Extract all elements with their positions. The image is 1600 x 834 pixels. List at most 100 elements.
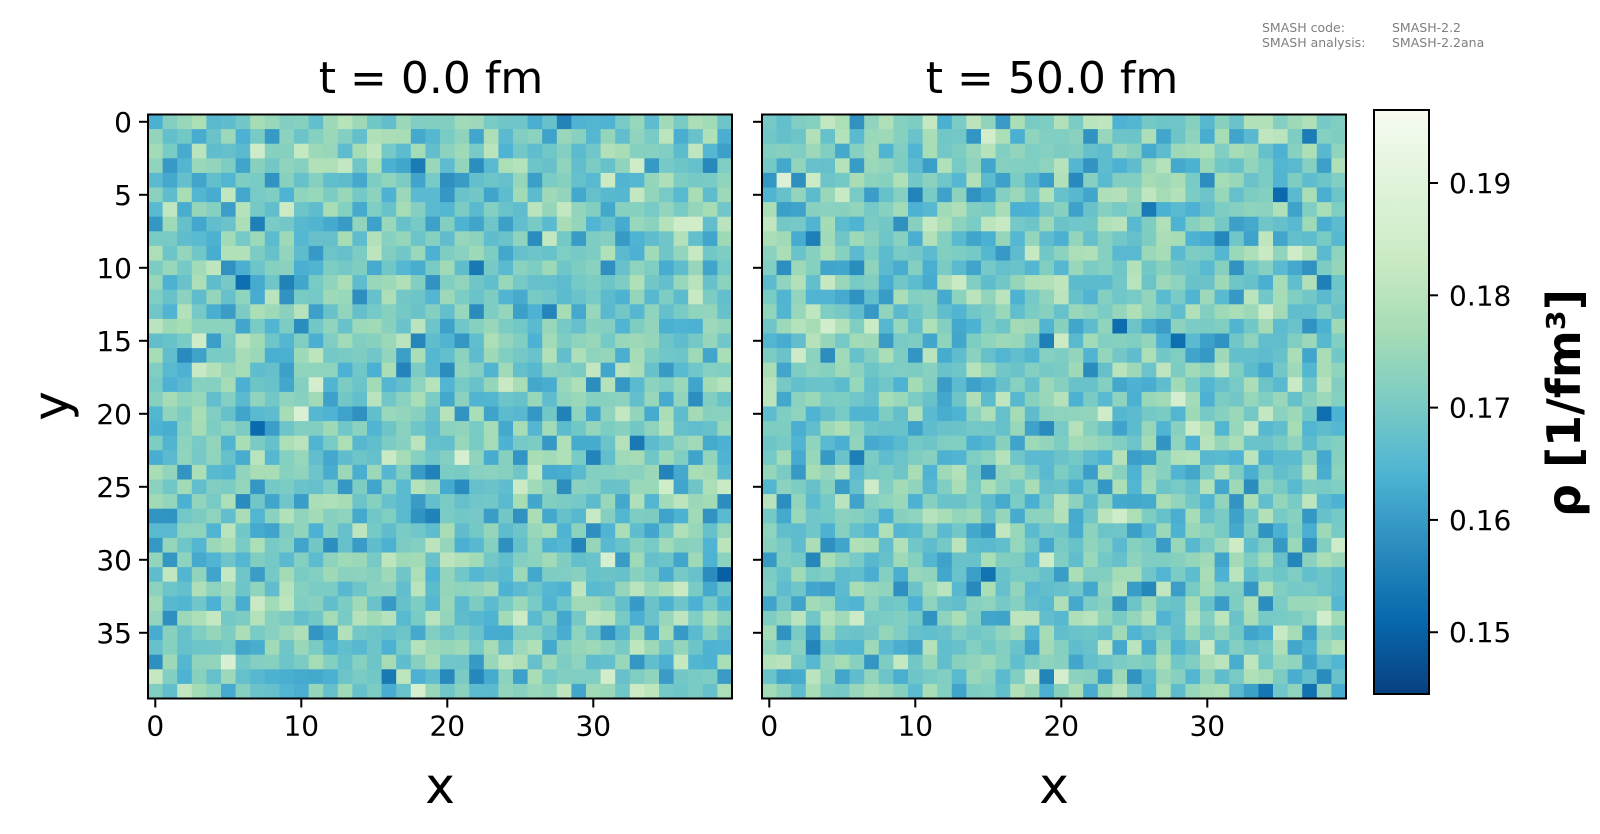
heatmap-cell: [250, 245, 266, 261]
heatmap-cell: [849, 421, 865, 437]
heatmap-cell: [835, 610, 850, 626]
heatmap-cell: [1054, 318, 1069, 334]
heatmap-cell: [1024, 333, 1040, 349]
heatmap-cell: [1097, 114, 1113, 130]
heatmap-cell: [308, 581, 324, 597]
heatmap-cell: [396, 610, 412, 626]
heatmap-cell: [323, 333, 339, 349]
heatmap-cell: [483, 289, 499, 305]
heatmap-cell: [922, 260, 938, 276]
heatmap-cell: [527, 391, 543, 407]
heatmap-cell: [849, 143, 865, 159]
heatmap-cell: [162, 187, 178, 203]
heatmap-cell: [951, 216, 967, 232]
heatmap-cell: [323, 406, 339, 422]
heatmap-cell: [586, 552, 601, 568]
heatmap-cell: [937, 421, 953, 437]
heatmap-cell: [308, 377, 324, 393]
heatmap-cell: [235, 348, 251, 364]
heatmap-cell: [396, 304, 412, 320]
heatmap-cell: [294, 114, 309, 130]
heatmap-cell: [542, 406, 558, 422]
heatmap-cell: [1243, 596, 1259, 612]
heatmap-cell: [1316, 406, 1332, 422]
heatmap-cell: [937, 362, 953, 378]
heatmap-cell: [498, 640, 514, 656]
heatmap-cell: [893, 348, 909, 364]
heatmap-cell: [966, 129, 982, 145]
heatmap-cell: [1170, 567, 1186, 583]
heatmap-cell: [615, 202, 631, 218]
heatmap-cell: [1024, 421, 1040, 437]
heatmap-cell: [1316, 318, 1332, 334]
heatmap-cell: [1170, 435, 1186, 451]
heatmap-cell: [1302, 143, 1318, 159]
heatmap-cell: [791, 158, 807, 174]
heatmap-cell: [659, 479, 674, 495]
heatmap-cell: [1039, 260, 1055, 276]
heatmap-cell: [1185, 143, 1201, 159]
heatmap-cell: [235, 318, 251, 334]
heatmap-cell: [1229, 172, 1245, 188]
heatmap-cell: [206, 537, 222, 553]
heatmap-cell: [1273, 172, 1288, 188]
heatmap-cell: [835, 683, 850, 699]
heatmap-cell: [250, 654, 266, 670]
heatmap-cell: [454, 391, 470, 407]
heatmap-cell: [513, 640, 528, 656]
heatmap-cell: [440, 435, 455, 451]
heatmap-cell: [849, 479, 865, 495]
heatmap-cell: [659, 654, 674, 670]
heatmap-cell: [1156, 450, 1172, 466]
heatmap-cell: [1141, 318, 1157, 334]
heatmap-cell: [1083, 567, 1099, 583]
heatmap-cell: [878, 318, 894, 334]
heatmap-cell: [644, 610, 660, 626]
heatmap-cell: [235, 377, 251, 393]
heatmap-cell: [629, 421, 645, 437]
heatmap-cell: [995, 523, 1011, 539]
heatmap-cell: [279, 435, 295, 451]
y-tick-label: 20: [96, 398, 132, 431]
heatmap-cell: [688, 610, 704, 626]
heatmap-cell: [498, 479, 514, 495]
heatmap-cell: [235, 581, 251, 597]
heatmap-cell: [294, 348, 309, 364]
heatmap-cell: [1273, 318, 1288, 334]
heatmap-cell: [1083, 610, 1099, 626]
heatmap-cell: [908, 640, 923, 656]
heatmap-cell: [513, 494, 528, 510]
heatmap-cell: [556, 362, 572, 378]
heatmap-cell: [206, 596, 222, 612]
heatmap-cell: [820, 552, 836, 568]
heatmap-cell: [294, 683, 309, 699]
heatmap-cell: [1316, 567, 1332, 583]
heatmap-cell: [469, 333, 485, 349]
heatmap-cell: [981, 640, 996, 656]
heatmap-cell: [864, 187, 880, 203]
heatmap-cell: [1141, 304, 1157, 320]
heatmap-cell: [1141, 289, 1157, 305]
heatmap-cell: [162, 464, 178, 480]
heatmap-cell: [1229, 610, 1245, 626]
heatmap-cell: [922, 567, 938, 583]
heatmap-cell: [264, 523, 280, 539]
heatmap-cell: [644, 435, 660, 451]
heatmap-cell: [1083, 625, 1099, 641]
heatmap-cell: [454, 216, 470, 232]
heatmap-cell: [644, 187, 660, 203]
heatmap-cell: [1010, 494, 1026, 510]
heatmap-cell: [820, 494, 836, 510]
heatmap-cell: [791, 216, 807, 232]
heatmap-cell: [1112, 318, 1128, 334]
heatmap-cell: [1170, 260, 1186, 276]
heatmap-cell: [586, 596, 601, 612]
heatmap-cell: [308, 421, 324, 437]
heatmap-cell: [337, 494, 353, 510]
heatmap-cell: [162, 362, 178, 378]
heatmap-cell: [893, 625, 909, 641]
heatmap-cell: [1243, 245, 1259, 261]
heatmap-cell: [1054, 640, 1069, 656]
heatmap-cell: [352, 669, 368, 685]
